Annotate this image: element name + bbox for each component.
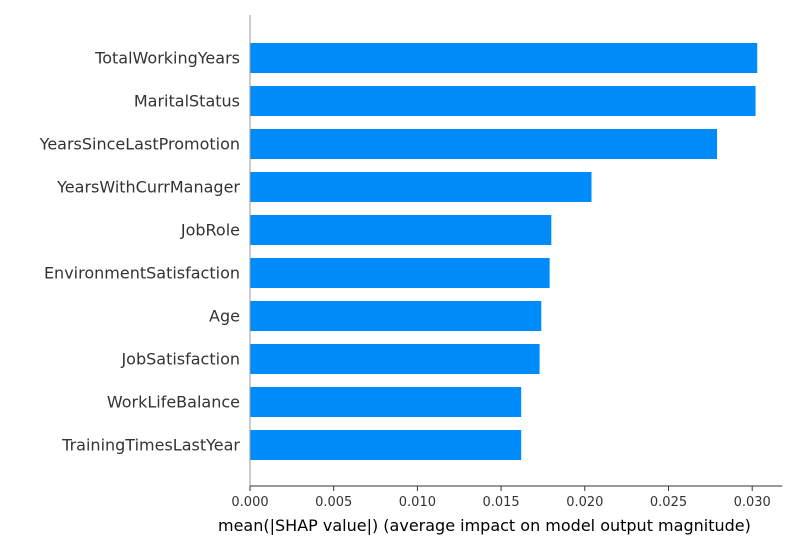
x-ticks-layer: 0.000 0.005 0.010 0.015 0.020 0.025 0.030 xyxy=(231,486,771,510)
bar-EnvironmentSatisfaction xyxy=(250,258,550,288)
x-tick-label: 0.025 xyxy=(650,495,687,510)
x-tick-label: 0.015 xyxy=(482,495,519,510)
bar-Age xyxy=(250,301,542,331)
feature-label-MaritalStatus: MaritalStatus xyxy=(134,92,240,111)
bars-layer xyxy=(250,43,758,460)
bar-TotalWorkingYears xyxy=(250,43,758,73)
x-tick-label: 0.000 xyxy=(231,495,268,510)
bar-JobRole xyxy=(250,215,552,245)
bar-TrainingTimesLastYear xyxy=(250,430,522,460)
x-tick-label: 0.020 xyxy=(566,495,603,510)
feature-label-YearsWithCurrManager: YearsWithCurrManager xyxy=(56,178,240,197)
bar-YearsWithCurrManager xyxy=(250,172,592,202)
x-axis-title: mean(|SHAP value|) (average impact on mo… xyxy=(218,516,751,535)
feature-label-YearsSinceLastPromotion: YearsSinceLastPromotion xyxy=(39,135,240,154)
feature-label-WorkLifeBalance: WorkLifeBalance xyxy=(107,393,240,412)
feature-label-EnvironmentSatisfaction: EnvironmentSatisfaction xyxy=(44,264,240,283)
feature-label-JobSatisfaction: JobSatisfaction xyxy=(120,350,240,369)
x-tick-label: 0.010 xyxy=(399,495,436,510)
feature-label-TotalWorkingYears: TotalWorkingYears xyxy=(94,49,240,68)
bar-MaritalStatus xyxy=(250,86,756,116)
x-tick-label: 0.005 xyxy=(315,495,352,510)
feature-label-JobRole: JobRole xyxy=(180,221,240,240)
feature-label-Age: Age xyxy=(209,307,240,326)
feature-label-TrainingTimesLastYear: TrainingTimesLastYear xyxy=(61,436,240,455)
bar-YearsSinceLastPromotion xyxy=(250,129,718,159)
feature-labels-layer: TotalWorkingYears MaritalStatus YearsSince… xyxy=(39,49,241,455)
x-tick-label: 0.030 xyxy=(734,495,771,510)
bar-JobSatisfaction xyxy=(250,344,540,374)
bar-WorkLifeBalance xyxy=(250,387,522,417)
